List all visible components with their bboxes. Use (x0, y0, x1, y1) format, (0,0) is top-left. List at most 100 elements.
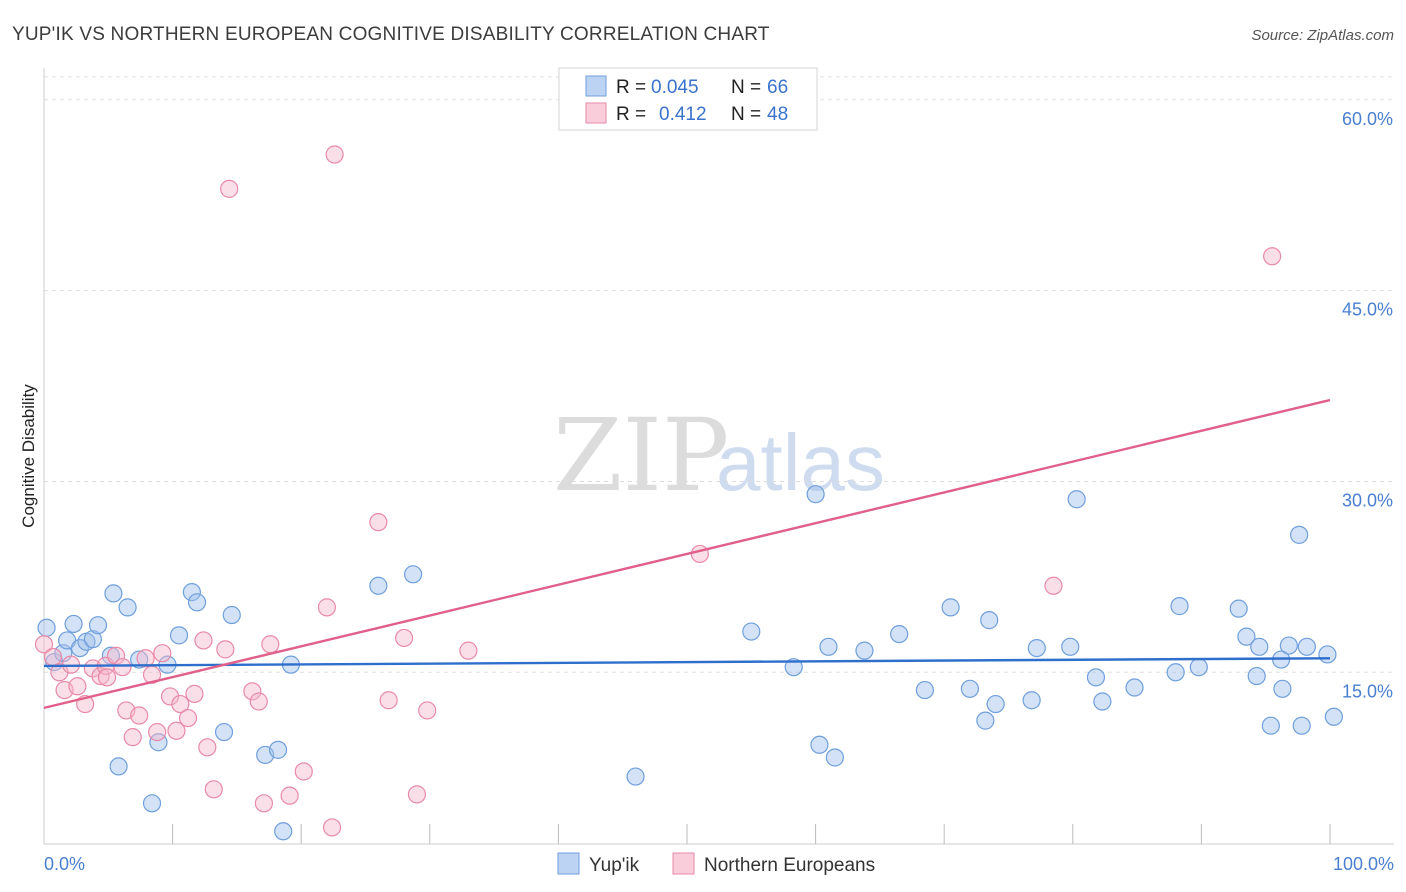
northern-european-point (369, 513, 388, 532)
northern-european-point (216, 640, 235, 659)
yupik-point (855, 641, 874, 660)
legend-r-value-yupik: 0.045 (651, 77, 699, 98)
watermark-atlas: atlas (716, 418, 885, 507)
northern-european-point (459, 641, 478, 660)
series-legend-swatch-northern (672, 852, 695, 875)
northern-european-point (34, 635, 54, 654)
series-legend-label-northern: Northern Europeans (704, 855, 875, 876)
yupik-point (104, 584, 123, 603)
northern-european-point (418, 701, 437, 720)
legend-n-label-northern: N = (731, 104, 761, 125)
northern-european-point (136, 649, 155, 668)
series-legend-label-yupik: Yup'ik (589, 855, 640, 876)
legend-r-label-yupik: R = (616, 77, 646, 98)
yupik-point (109, 757, 128, 776)
legend-swatch-yupik (585, 75, 607, 97)
y-tick-labels: 15.0% 30.0% 45.0% 60.0% (1342, 109, 1393, 701)
northern-european-point (123, 728, 142, 747)
yupik-point (941, 598, 960, 617)
yupik-point (1324, 707, 1343, 726)
yupik-point (1022, 691, 1041, 710)
watermark-zip: ZIP (553, 397, 729, 514)
yupik-point (626, 767, 645, 786)
yupik-point (369, 576, 388, 595)
yupik-point (1250, 637, 1269, 656)
yupik-point (1061, 637, 1080, 656)
northern-european-point (148, 722, 167, 742)
yupik-point (810, 735, 829, 754)
northern-european-point (322, 818, 342, 837)
yupik-point (1086, 668, 1106, 687)
watermark: ZIP atlas (553, 397, 885, 514)
yupik-point (806, 485, 825, 504)
legend-n-value-yupik: 66 (767, 77, 788, 98)
yupik-point (101, 646, 120, 665)
northern-european-point (194, 631, 213, 650)
northern-european-point (294, 762, 313, 781)
northern-european-point (254, 794, 274, 813)
grid-layer (44, 76, 1394, 673)
y-axis-label: Cognitive Disability (19, 384, 38, 528)
yupik-point (64, 614, 83, 634)
stats-legend: R = 0.045 N = 66 R = 0.412 N = 48 (558, 67, 818, 131)
yupik-point (1125, 678, 1144, 697)
yupik-trend-line (43, 657, 1331, 668)
yupik-point (130, 650, 149, 669)
yupik-point (1093, 692, 1112, 711)
yupik-point (214, 722, 234, 742)
yupik-point (1247, 666, 1266, 686)
northern-european-point (394, 628, 414, 648)
northern-european-point (1044, 576, 1063, 595)
axes-layer (43, 68, 1394, 845)
series-legend: Yup'ik Northern Europeans (557, 852, 875, 876)
northern-european-point (317, 598, 337, 617)
yupik-point (403, 565, 423, 584)
yupik-point (1237, 627, 1256, 646)
yupik-point (37, 618, 56, 637)
northern-european-point (325, 145, 344, 164)
yupik-point (118, 598, 137, 617)
northern-european-point (1263, 247, 1282, 266)
yupik-point (976, 711, 995, 730)
northern-european-point (220, 179, 239, 198)
yupik-point (268, 740, 288, 759)
yupik-point (274, 822, 293, 841)
northern-european-point (68, 677, 87, 696)
yupik-point (915, 680, 935, 700)
yupik-point (819, 637, 838, 656)
northern-european-point (690, 544, 709, 564)
yupik-point (182, 583, 201, 602)
yupik-point (88, 616, 108, 635)
points-layer (34, 145, 1343, 841)
northern-european-point (185, 684, 204, 703)
yupik-point (222, 605, 241, 625)
yupik-point (1229, 599, 1248, 618)
yupik-point (187, 593, 207, 612)
yupik-point (1279, 636, 1298, 655)
northern-european-point (91, 666, 110, 686)
yupik-point (1189, 658, 1208, 677)
northern-european-point (130, 706, 149, 725)
yupik-point (142, 794, 162, 813)
yupik-point (960, 679, 980, 698)
northern-european-point (280, 786, 299, 805)
legend-r-label-northern: R = (616, 104, 646, 125)
northern-european-point (113, 658, 132, 677)
yupik-point (1290, 525, 1309, 544)
legend-n-value-northern: 48 (767, 104, 788, 125)
legend-swatch-northern (585, 102, 607, 124)
yupik-point (890, 624, 909, 644)
yupik-point (825, 748, 844, 767)
yupik-point (1318, 645, 1337, 664)
trend-layer (43, 398, 1331, 710)
yupik-point (1297, 637, 1316, 656)
yupik-point (1261, 716, 1280, 735)
northern-european-point (171, 694, 190, 714)
northern-european-point (97, 668, 117, 687)
legend-n-label-yupik: N = (731, 77, 761, 98)
northern-european-point (379, 691, 398, 710)
northern-european-point (178, 708, 198, 728)
legend-r-value-northern: 0.412 (659, 104, 707, 125)
northern-european-trend-line (43, 398, 1331, 710)
northern-european-point (153, 644, 172, 663)
